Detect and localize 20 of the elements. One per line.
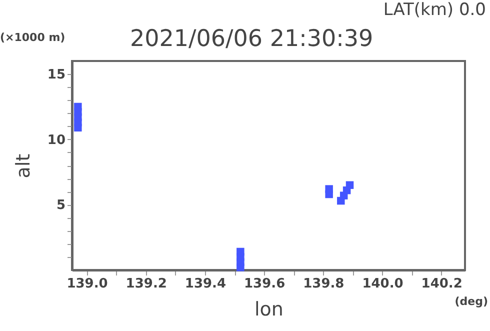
x-axis-title: lon (254, 298, 284, 320)
y-tick-label: 5 (56, 198, 66, 214)
x-tick-label: 140.0 (362, 276, 404, 292)
y-tick-label: 15 (47, 68, 66, 83)
point (325, 185, 333, 193)
x-tick-label: 140.2 (421, 276, 462, 292)
x-tick-label: 139.4 (184, 276, 226, 292)
x-tick-label: 139.0 (66, 276, 108, 292)
y-tick-label: 10 (47, 132, 66, 148)
chart-subtitle: LAT(km) 0.0 (383, 0, 486, 20)
text: (×1000 m) (0, 31, 66, 44)
x-tick-label: 139.6 (244, 276, 286, 292)
chart-title: 2021/06/06 21:30:39 (130, 26, 374, 52)
text: (deg) (454, 295, 488, 308)
point (74, 102, 82, 111)
y-axis-title: alt (12, 154, 34, 178)
point (236, 248, 244, 256)
x-tick-label: 139.2 (126, 276, 167, 292)
x-tick-label: 139.8 (303, 276, 344, 292)
point (346, 181, 354, 189)
